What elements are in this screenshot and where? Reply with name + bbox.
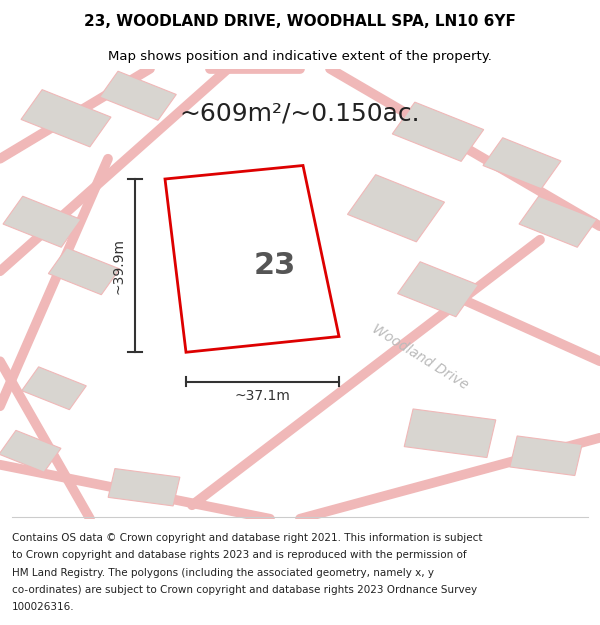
Polygon shape bbox=[22, 367, 86, 409]
Text: ~609m²/~0.150ac.: ~609m²/~0.150ac. bbox=[179, 102, 421, 126]
Polygon shape bbox=[21, 89, 111, 147]
Text: co-ordinates) are subject to Crown copyright and database rights 2023 Ordnance S: co-ordinates) are subject to Crown copyr… bbox=[12, 585, 477, 595]
Polygon shape bbox=[3, 196, 81, 248]
Text: Woodland Drive: Woodland Drive bbox=[370, 321, 470, 392]
Text: Map shows position and indicative extent of the property.: Map shows position and indicative extent… bbox=[108, 50, 492, 62]
Text: ~39.9m: ~39.9m bbox=[111, 238, 125, 294]
Polygon shape bbox=[49, 248, 119, 295]
Polygon shape bbox=[0, 431, 61, 472]
Text: 23, WOODLAND DRIVE, WOODHALL SPA, LN10 6YF: 23, WOODLAND DRIVE, WOODHALL SPA, LN10 6… bbox=[84, 14, 516, 29]
Polygon shape bbox=[347, 174, 445, 242]
Polygon shape bbox=[398, 262, 478, 317]
Text: 100026316.: 100026316. bbox=[12, 602, 74, 612]
Polygon shape bbox=[165, 166, 339, 352]
Polygon shape bbox=[100, 71, 176, 120]
Polygon shape bbox=[189, 223, 291, 292]
Polygon shape bbox=[510, 436, 582, 476]
Polygon shape bbox=[483, 138, 561, 189]
Text: to Crown copyright and database rights 2023 and is reproduced with the permissio: to Crown copyright and database rights 2… bbox=[12, 550, 467, 560]
Text: HM Land Registry. The polygons (including the associated geometry, namely x, y: HM Land Registry. The polygons (includin… bbox=[12, 568, 434, 578]
Polygon shape bbox=[519, 196, 597, 248]
Polygon shape bbox=[392, 102, 484, 161]
Polygon shape bbox=[404, 409, 496, 458]
Text: Contains OS data © Crown copyright and database right 2021. This information is : Contains OS data © Crown copyright and d… bbox=[12, 532, 482, 542]
Text: 23: 23 bbox=[254, 251, 296, 279]
Text: ~37.1m: ~37.1m bbox=[235, 389, 290, 403]
Polygon shape bbox=[108, 469, 180, 506]
